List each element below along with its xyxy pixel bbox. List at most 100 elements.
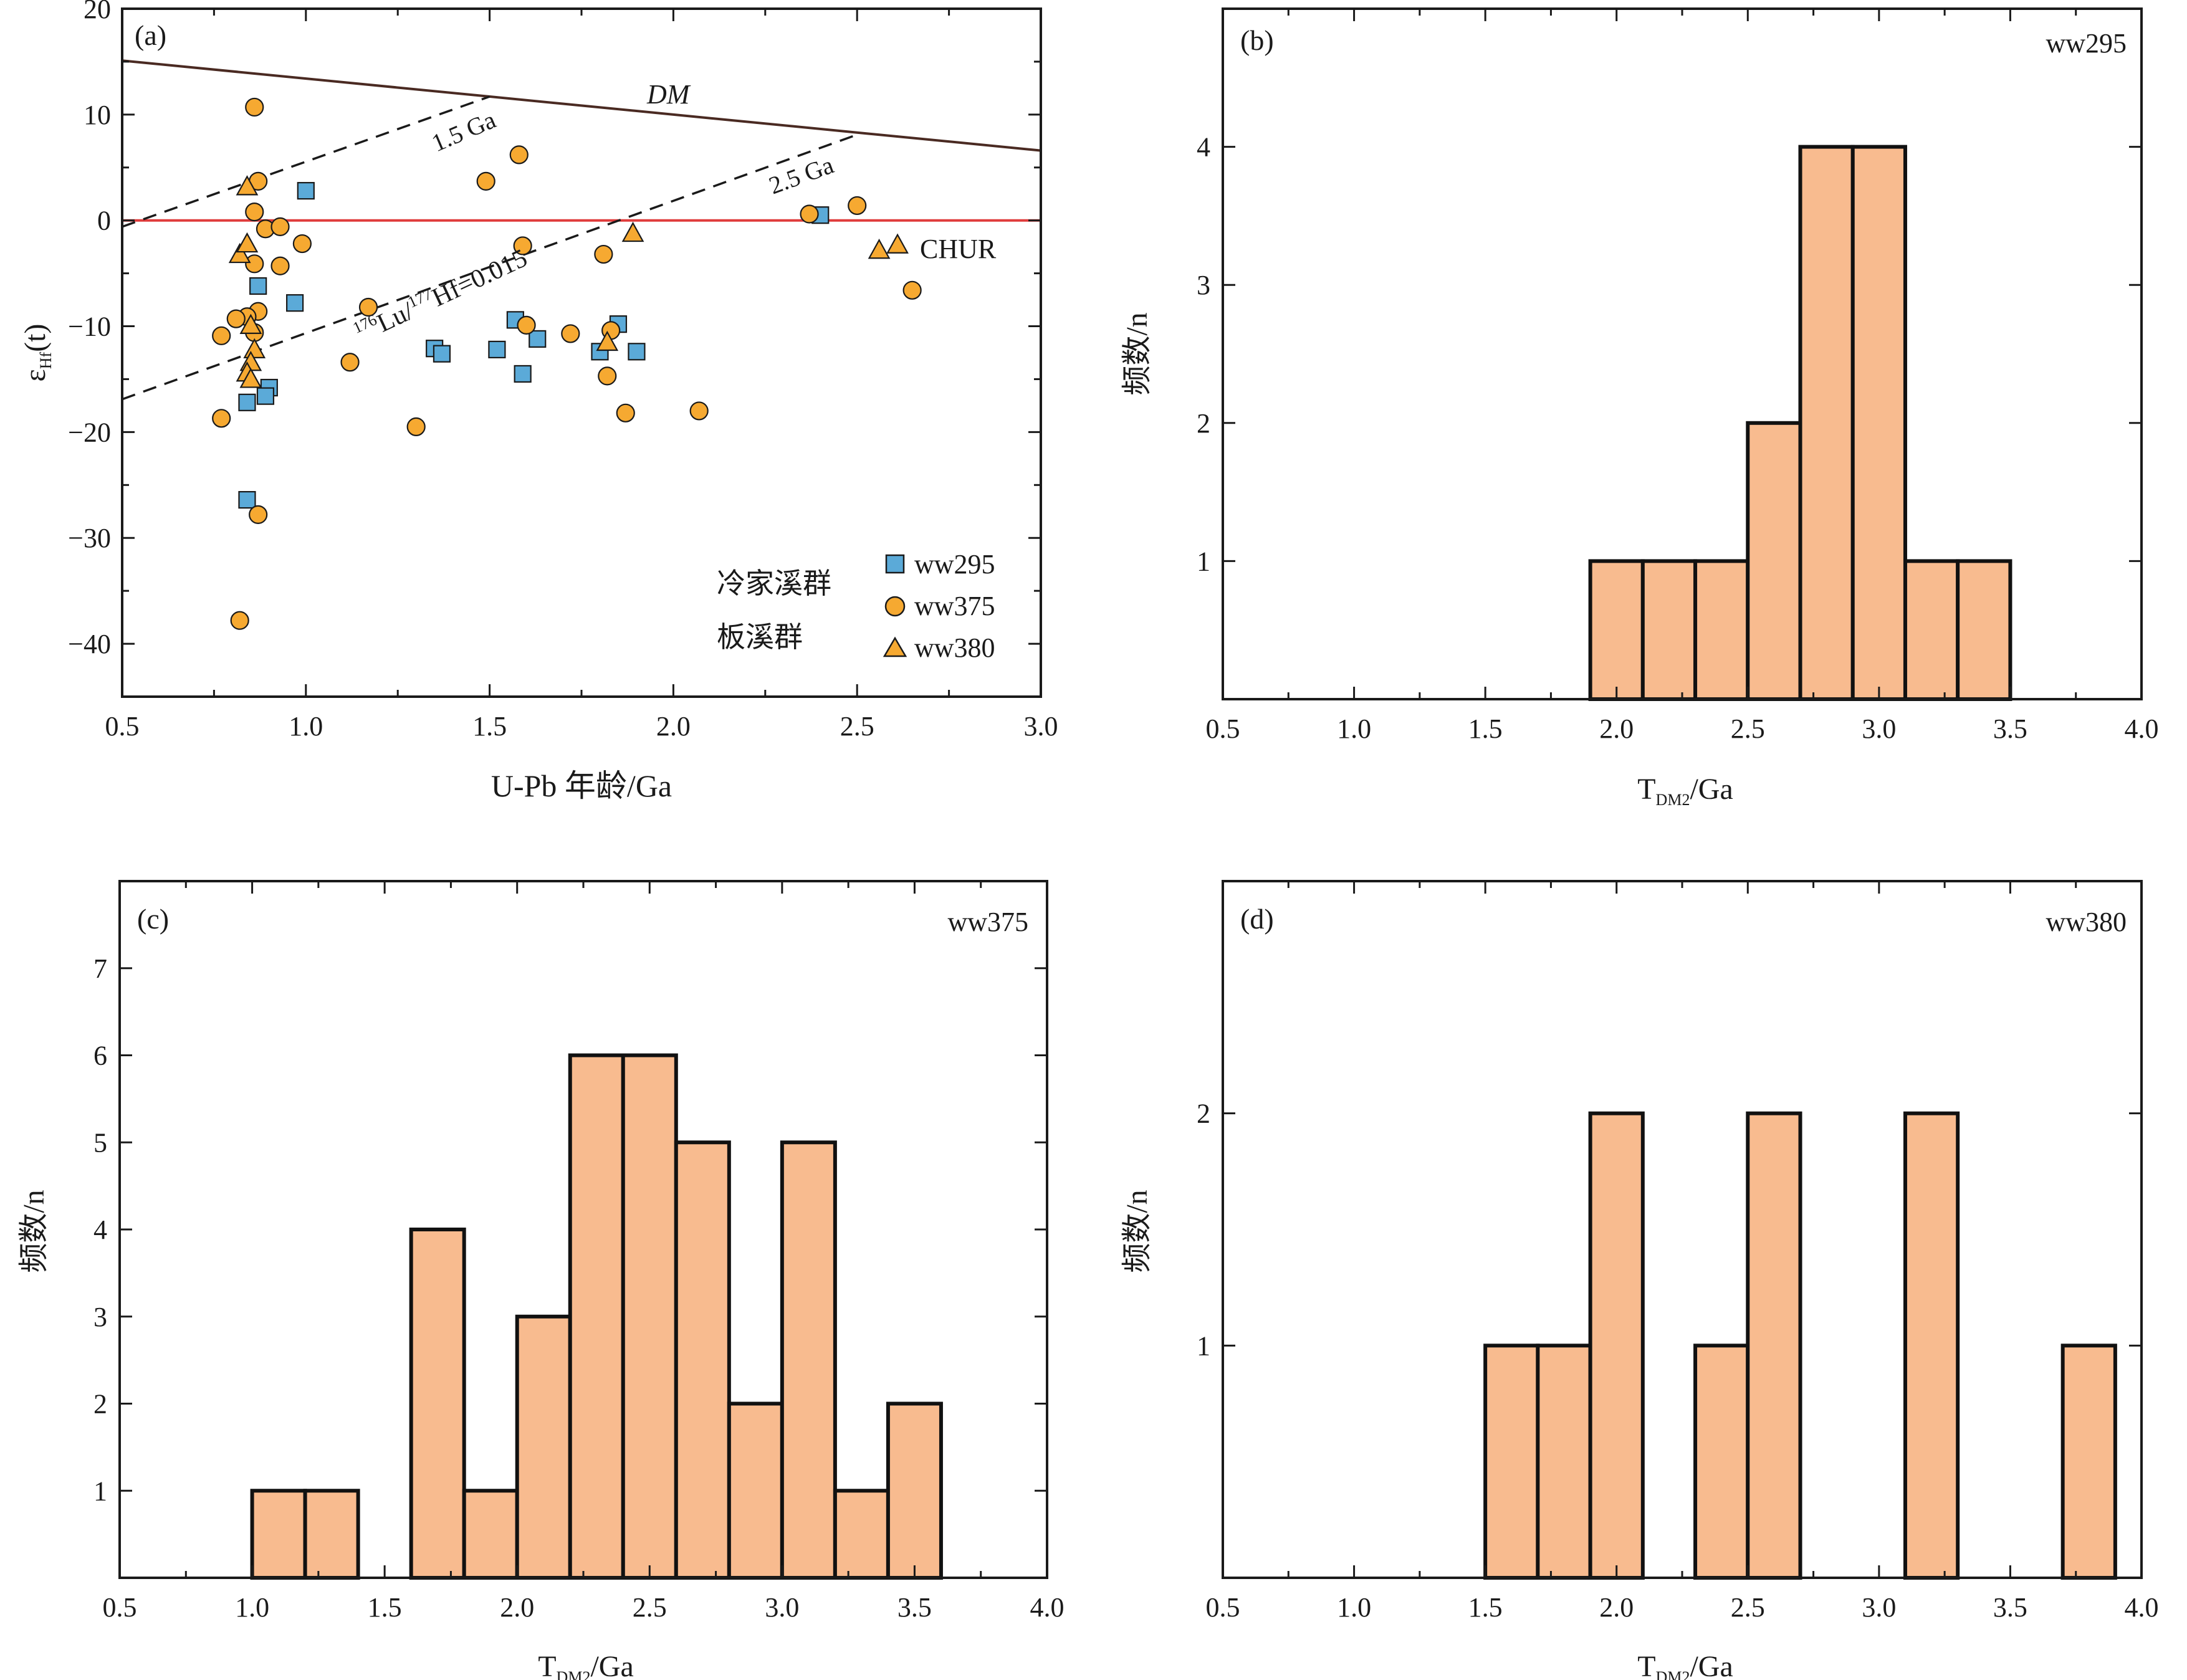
data-point-ww375 [245, 97, 264, 117]
y-tick-label: 7 [93, 953, 107, 984]
histogram-bar [674, 1140, 731, 1580]
ga15-line [122, 95, 491, 228]
data-point-ww380 [621, 221, 644, 242]
histogram-bar [1588, 559, 1645, 702]
ga25-line-label: 2.5 Ga [765, 151, 838, 200]
panel-d-sample-name: ww380 [2046, 907, 2127, 937]
histogram-bar [568, 1053, 625, 1580]
x-tick-label: 4.0 [1030, 1592, 1065, 1623]
legend-label-ww295: ww295 [914, 549, 995, 580]
y-tick-label: 20 [84, 0, 111, 24]
legend-group-2: 板溪群 [717, 621, 803, 653]
histogram-bar [1798, 145, 1855, 702]
data-point-ww375 [513, 236, 532, 255]
x-tick-label: 0.5 [1206, 1592, 1240, 1623]
histogram-bar [780, 1140, 837, 1580]
y-tick-label: −30 [68, 523, 111, 553]
y-tick-label: 5 [93, 1127, 107, 1158]
histogram-bar [1903, 559, 1960, 702]
data-point-ww375 [902, 280, 922, 300]
x-tick-label: 0.5 [103, 1592, 137, 1623]
panel-a-legend: 冷家溪群 板溪群 ww295 ww375 ww380 [717, 549, 995, 663]
x-tick-label: 1.0 [1337, 714, 1371, 744]
x-tick-label: 0.5 [1206, 714, 1240, 744]
data-point-ww295 [433, 345, 451, 363]
histogram-bar [886, 1401, 943, 1580]
x-tick-label: 3.5 [897, 1592, 932, 1623]
data-point-ww375 [689, 401, 709, 421]
x-tick-label: 1.5 [368, 1592, 402, 1623]
histogram-bar [1693, 559, 1750, 702]
data-point-ww375 [292, 234, 312, 254]
legend-group-1: 冷家溪群 [717, 568, 831, 599]
legend-marker-ww380 [883, 636, 907, 657]
panel-d-x-axis-label: TDM2/Ga [1637, 1650, 1733, 1680]
data-point-ww375 [598, 366, 617, 386]
histogram-bar [2060, 1344, 2117, 1580]
x-tick-label: 2.5 [1731, 714, 1765, 744]
histogram-bar [1693, 1344, 1750, 1580]
data-point-ww375 [476, 171, 495, 191]
data-point-ww295 [529, 330, 547, 348]
data-point-ww295 [628, 343, 646, 361]
dm-line-label: DM [646, 79, 691, 110]
panel-c-label: (c) [137, 903, 169, 935]
x-tick-label: 1.0 [289, 711, 323, 742]
histogram-bar [727, 1401, 784, 1580]
y-tick-label: 6 [93, 1041, 107, 1071]
panel-a-label: (a) [135, 19, 166, 51]
x-tick-label: 3.0 [1024, 711, 1058, 742]
x-tick-label: 2.5 [633, 1592, 667, 1623]
legend-label-ww375: ww375 [914, 591, 995, 621]
histogram-bar [1903, 1111, 1960, 1580]
data-point-ww375 [230, 611, 249, 630]
histogram-bar [250, 1489, 307, 1580]
y-tick-label: 2 [93, 1389, 107, 1420]
data-point-ww375 [616, 403, 635, 422]
data-point-ww375 [270, 256, 290, 275]
data-point-ww295 [488, 340, 506, 359]
x-tick-label: 3.0 [765, 1592, 799, 1623]
x-tick-label: 1.0 [1337, 1592, 1371, 1623]
x-tick-label: 1.0 [235, 1592, 269, 1623]
dm-line [122, 59, 1041, 152]
data-point-ww375 [509, 145, 529, 165]
y-tick-label: −40 [68, 629, 111, 659]
data-point-ww375 [848, 196, 867, 216]
panel-c-sample-name: ww375 [947, 907, 1028, 937]
x-tick-label: 1.5 [1468, 1592, 1503, 1623]
y-tick-label: 1 [1197, 546, 1210, 576]
panel-d-y-axis-label: 频数/n [1121, 1190, 1154, 1272]
histogram-bar [1483, 1344, 1540, 1580]
histogram-bar [1588, 1111, 1645, 1580]
y-tick-label: 1 [93, 1476, 107, 1506]
data-point-ww380 [239, 368, 262, 388]
histogram-bar [303, 1489, 360, 1580]
y-tick-label: 3 [1197, 270, 1210, 300]
ga25-line [122, 133, 858, 401]
histogram-bar [1956, 559, 2012, 702]
data-point-ww375 [212, 409, 231, 428]
panel-b-x-axis-label: TDM2/Ga [1637, 773, 1733, 809]
x-tick-label: 3.5 [1993, 714, 2027, 744]
data-point-ww375 [340, 353, 360, 372]
histogram-bar [515, 1314, 572, 1580]
panel-d-bars [1483, 1111, 2117, 1580]
panel-d-histogram: 0.5 1.0 1.5 2.0 2.5 3.0 3.5 4.0 1 2 (d) ww380 TDM… [1121, 880, 2159, 1680]
panel-c-histogram: 0.5 1.0 1.5 2.0 2.5 3.0 3.5 4.0 1 2 3 4 5 6 7 (c) ww37… [17, 880, 1065, 1680]
panel-b-label: (b) [1240, 24, 1274, 56]
histogram-bar [1640, 559, 1698, 702]
data-point-ww295 [256, 387, 275, 405]
data-point-ww375 [212, 326, 231, 345]
y-tick-label: 2 [1197, 1099, 1210, 1129]
data-point-ww375 [358, 297, 378, 317]
data-point-ww375 [270, 217, 290, 236]
x-tick-label: 3.0 [1862, 714, 1896, 744]
y-tick-label: −10 [68, 312, 111, 342]
data-point-ww380 [596, 330, 619, 351]
y-tick-label: 0 [97, 206, 111, 236]
data-point-ww375 [517, 315, 536, 335]
panel-b-sample-name: ww295 [2046, 28, 2127, 59]
panel-a-y-axis-label: εHf(t) [19, 324, 55, 382]
x-tick-label: 1.5 [1468, 714, 1503, 744]
